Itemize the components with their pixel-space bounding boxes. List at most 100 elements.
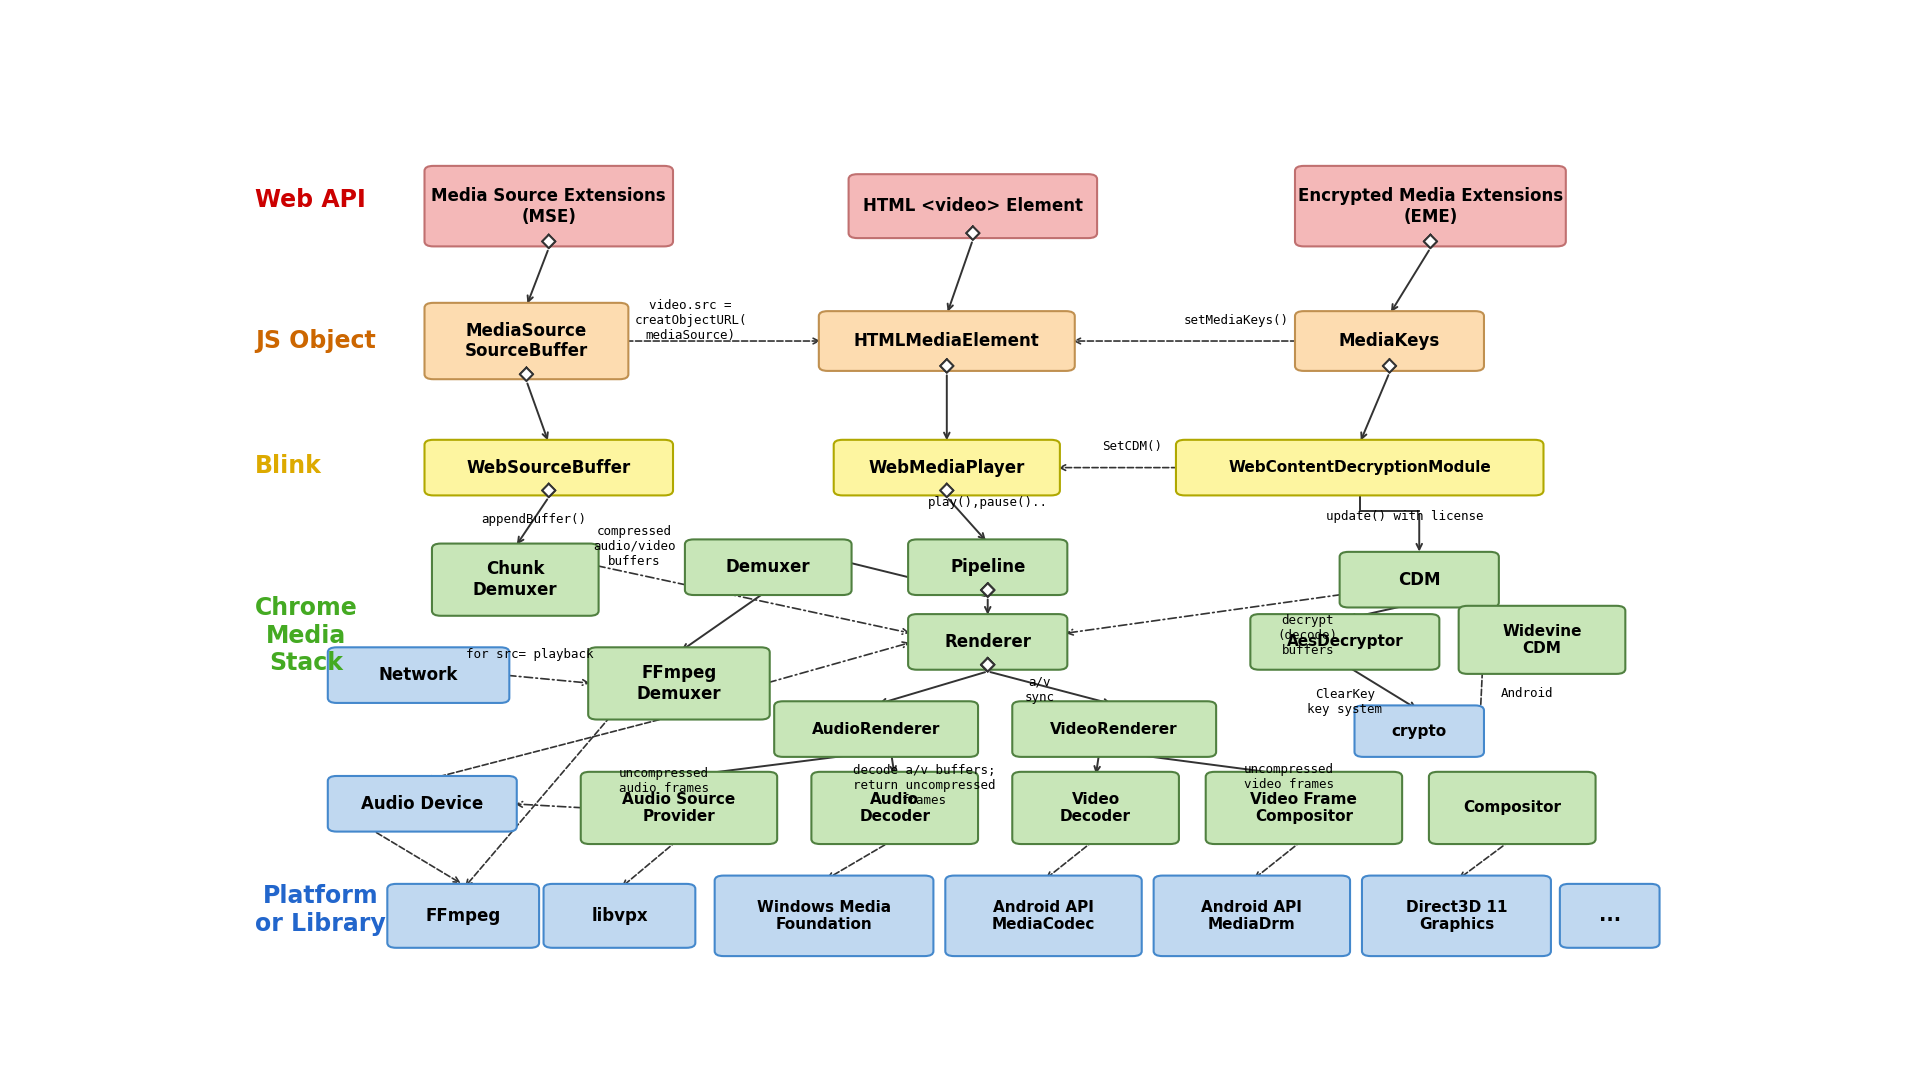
Text: decrypt
(decode)
buffers: decrypt (decode) buffers xyxy=(1277,614,1338,658)
Text: WebContentDecryptionModule: WebContentDecryptionModule xyxy=(1229,460,1492,475)
FancyBboxPatch shape xyxy=(328,776,516,831)
Polygon shape xyxy=(541,235,555,248)
FancyBboxPatch shape xyxy=(849,175,1096,238)
Text: FFmpeg: FFmpeg xyxy=(426,907,501,925)
FancyBboxPatch shape xyxy=(714,875,933,956)
Text: ...: ... xyxy=(1599,907,1620,925)
Text: Web API: Web API xyxy=(255,188,365,212)
Text: Chunk
Demuxer: Chunk Demuxer xyxy=(472,561,557,599)
Text: FFmpeg
Demuxer: FFmpeg Demuxer xyxy=(637,664,722,703)
FancyBboxPatch shape xyxy=(1012,702,1215,757)
FancyBboxPatch shape xyxy=(580,772,778,844)
Text: HTMLMediaElement: HTMLMediaElement xyxy=(854,332,1039,350)
Polygon shape xyxy=(981,583,995,597)
FancyBboxPatch shape xyxy=(1340,552,1500,608)
Text: Platform
or Library: Platform or Library xyxy=(255,884,386,936)
FancyBboxPatch shape xyxy=(543,884,695,948)
Text: Network: Network xyxy=(378,666,459,685)
Text: JS Object: JS Object xyxy=(255,329,376,353)
FancyBboxPatch shape xyxy=(1175,440,1544,496)
FancyBboxPatch shape xyxy=(388,884,540,948)
FancyBboxPatch shape xyxy=(908,539,1068,595)
FancyBboxPatch shape xyxy=(1294,166,1567,247)
FancyBboxPatch shape xyxy=(1354,705,1484,757)
FancyBboxPatch shape xyxy=(1559,884,1659,948)
Text: VideoRenderer: VideoRenderer xyxy=(1050,721,1179,736)
Text: WebMediaPlayer: WebMediaPlayer xyxy=(868,458,1025,476)
Text: MediaSource
SourceBuffer: MediaSource SourceBuffer xyxy=(465,321,588,360)
Text: MediaKeys: MediaKeys xyxy=(1338,332,1440,350)
Text: ClearKey
key system: ClearKey key system xyxy=(1308,688,1382,716)
FancyBboxPatch shape xyxy=(1459,606,1626,674)
Text: update() with license: update() with license xyxy=(1325,511,1482,524)
Polygon shape xyxy=(941,359,954,373)
Text: crypto: crypto xyxy=(1392,723,1448,738)
FancyBboxPatch shape xyxy=(424,166,674,247)
Text: Windows Media
Foundation: Windows Media Foundation xyxy=(756,900,891,932)
Text: uncompressed
audio frames: uncompressed audio frames xyxy=(618,766,708,794)
Text: compressed
audio/video
buffers: compressed audio/video buffers xyxy=(593,525,676,568)
Text: Audio
Decoder: Audio Decoder xyxy=(860,791,929,825)
Text: setMediaKeys(): setMediaKeys() xyxy=(1185,314,1288,327)
FancyBboxPatch shape xyxy=(908,614,1068,669)
Text: appendBuffer(): appendBuffer() xyxy=(482,513,586,526)
FancyBboxPatch shape xyxy=(1012,772,1179,844)
Polygon shape xyxy=(520,368,534,381)
Text: Compositor: Compositor xyxy=(1463,801,1561,815)
Text: Chrome
Media
Stack: Chrome Media Stack xyxy=(255,596,357,676)
Polygon shape xyxy=(941,484,954,497)
FancyBboxPatch shape xyxy=(1428,772,1596,844)
Text: SetCDM(): SetCDM() xyxy=(1102,440,1162,454)
Text: Android API
MediaDrm: Android API MediaDrm xyxy=(1202,900,1302,932)
Polygon shape xyxy=(981,658,995,672)
Text: Android API
MediaCodec: Android API MediaCodec xyxy=(993,900,1094,932)
Text: AesDecryptor: AesDecryptor xyxy=(1286,635,1404,649)
Polygon shape xyxy=(1425,235,1436,248)
Text: Audio Source
Provider: Audio Source Provider xyxy=(622,791,735,825)
FancyBboxPatch shape xyxy=(588,647,770,719)
Text: Blink: Blink xyxy=(255,454,323,478)
Polygon shape xyxy=(966,226,979,239)
Text: Demuxer: Demuxer xyxy=(726,558,810,577)
Text: for src= playback: for src= playback xyxy=(467,648,593,661)
Text: uncompressed
video frames: uncompressed video frames xyxy=(1244,763,1334,791)
FancyBboxPatch shape xyxy=(685,539,852,595)
FancyBboxPatch shape xyxy=(833,440,1060,496)
Text: Media Source Extensions
(MSE): Media Source Extensions (MSE) xyxy=(432,186,666,225)
FancyBboxPatch shape xyxy=(432,543,599,616)
FancyBboxPatch shape xyxy=(1250,614,1440,669)
Polygon shape xyxy=(981,583,995,597)
Text: Audio Device: Audio Device xyxy=(361,794,484,813)
Polygon shape xyxy=(541,484,555,497)
FancyBboxPatch shape xyxy=(424,440,674,496)
Text: Video
Decoder: Video Decoder xyxy=(1060,791,1131,825)
FancyBboxPatch shape xyxy=(1206,772,1402,844)
Text: Encrypted Media Extensions
(EME): Encrypted Media Extensions (EME) xyxy=(1298,186,1563,225)
Polygon shape xyxy=(981,658,995,672)
FancyBboxPatch shape xyxy=(1154,875,1350,956)
Text: play(),pause()..: play(),pause().. xyxy=(927,496,1048,510)
Text: Video Frame
Compositor: Video Frame Compositor xyxy=(1250,791,1357,825)
FancyBboxPatch shape xyxy=(328,647,509,703)
Text: Direct3D 11
Graphics: Direct3D 11 Graphics xyxy=(1405,900,1507,932)
Text: video.src =
creatObjectURL(
mediaSource): video.src = creatObjectURL( mediaSource) xyxy=(634,299,747,342)
Text: Pipeline: Pipeline xyxy=(950,558,1025,577)
Text: a/v
sync: a/v sync xyxy=(1025,676,1054,704)
FancyBboxPatch shape xyxy=(945,875,1142,956)
Text: CDM: CDM xyxy=(1398,570,1440,589)
FancyBboxPatch shape xyxy=(424,303,628,379)
Text: WebSourceBuffer: WebSourceBuffer xyxy=(467,458,632,476)
Text: Android: Android xyxy=(1501,688,1553,701)
FancyBboxPatch shape xyxy=(774,702,977,757)
Polygon shape xyxy=(1382,359,1396,373)
FancyBboxPatch shape xyxy=(1361,875,1551,956)
FancyBboxPatch shape xyxy=(1294,312,1484,371)
Text: Widevine
CDM: Widevine CDM xyxy=(1501,624,1582,657)
Text: Renderer: Renderer xyxy=(945,633,1031,651)
Text: AudioRenderer: AudioRenderer xyxy=(812,721,941,736)
FancyBboxPatch shape xyxy=(812,772,977,844)
Text: decode a/v buffers;
return uncompressed
frames: decode a/v buffers; return uncompressed … xyxy=(852,763,996,806)
Text: HTML <video> Element: HTML <video> Element xyxy=(862,197,1083,216)
FancyBboxPatch shape xyxy=(818,312,1075,371)
Text: libvpx: libvpx xyxy=(591,907,647,925)
